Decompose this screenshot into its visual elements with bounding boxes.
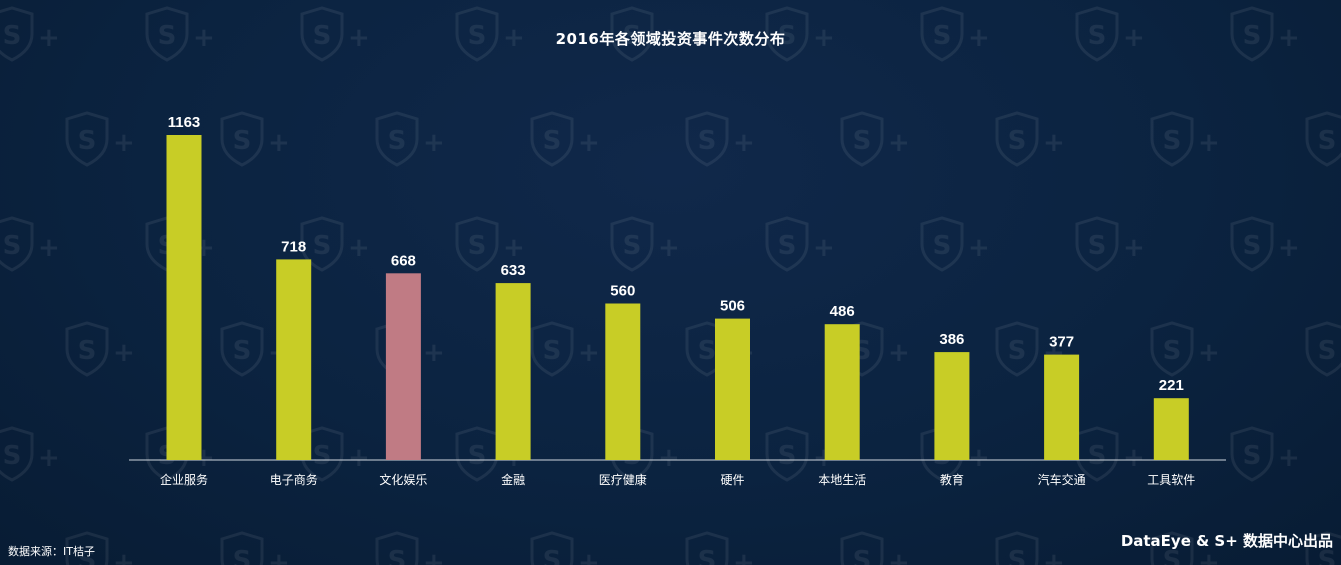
bar-value-label: 377 bbox=[1049, 334, 1074, 351]
brand-credit: DataEye & S+ 数据中心出品 bbox=[1120, 532, 1333, 550]
x-tick-label: 文化娱乐 bbox=[379, 472, 427, 487]
bar bbox=[166, 135, 202, 460]
x-tick-label: 本地生活 bbox=[818, 473, 866, 487]
bar-value-label: 668 bbox=[391, 252, 416, 269]
x-tick-label: 汽车交通 bbox=[1038, 472, 1086, 487]
data-source-note: 数据来源：IT桔子 bbox=[8, 545, 95, 558]
bar-value-label: 486 bbox=[830, 303, 855, 320]
bar-value-label: 221 bbox=[1159, 377, 1184, 394]
x-tick-label: 金融 bbox=[501, 472, 525, 487]
chart-title: 2016年各领域投资事件次数分布 bbox=[555, 30, 786, 48]
bar bbox=[934, 352, 970, 460]
x-tick-label: 医疗健康 bbox=[599, 472, 647, 487]
bar-value-label: 506 bbox=[720, 298, 745, 315]
x-tick-label: 企业服务 bbox=[160, 472, 208, 487]
x-tick-label: 电子商务 bbox=[270, 472, 318, 487]
bar bbox=[276, 259, 312, 460]
bar bbox=[605, 303, 641, 460]
bar bbox=[1044, 354, 1080, 460]
x-tick-label: 教育 bbox=[940, 472, 964, 487]
bar-value-label: 1163 bbox=[168, 114, 201, 131]
bar-value-label: 560 bbox=[610, 283, 635, 300]
bar-value-label: 718 bbox=[281, 238, 306, 255]
x-tick-label: 工具软件 bbox=[1147, 473, 1195, 487]
x-tick-label: 硬件 bbox=[720, 473, 744, 487]
bar-value-label: 633 bbox=[501, 262, 526, 279]
bar bbox=[824, 324, 860, 460]
bar bbox=[495, 283, 531, 460]
bar-value-label: 386 bbox=[939, 331, 964, 348]
bar bbox=[715, 318, 750, 460]
bar bbox=[385, 273, 421, 460]
bar bbox=[1153, 398, 1189, 460]
